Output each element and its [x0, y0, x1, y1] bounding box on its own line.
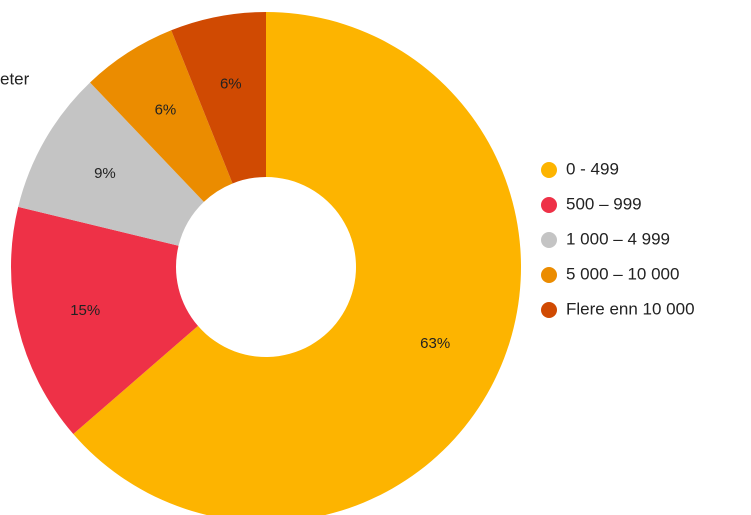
slice: [90, 30, 233, 202]
slice-label: 63%: [420, 335, 450, 352]
slice: [18, 82, 204, 246]
slice: [10, 206, 198, 434]
slice: [171, 12, 266, 184]
legend-marker: [541, 162, 557, 178]
legend-marker: [541, 302, 557, 318]
legend-label: 1 000 – 4 999: [566, 229, 670, 248]
slice-label: 6%: [220, 75, 242, 92]
legend-marker: [541, 267, 557, 283]
legend-label: 500 – 999: [566, 194, 642, 213]
legend-label: 5 000 – 10 000: [566, 264, 679, 283]
slice-label: 15%: [70, 302, 100, 319]
legend-label: 0 - 499: [566, 159, 619, 178]
slice: [73, 12, 521, 515]
slice-label: 6%: [155, 101, 177, 118]
legend-marker: [541, 197, 557, 213]
legend-label: Flere enn 10 000: [566, 299, 695, 318]
chart-title: eter: [0, 69, 30, 88]
legend-marker: [541, 232, 557, 248]
slice-label: 9%: [94, 165, 116, 182]
